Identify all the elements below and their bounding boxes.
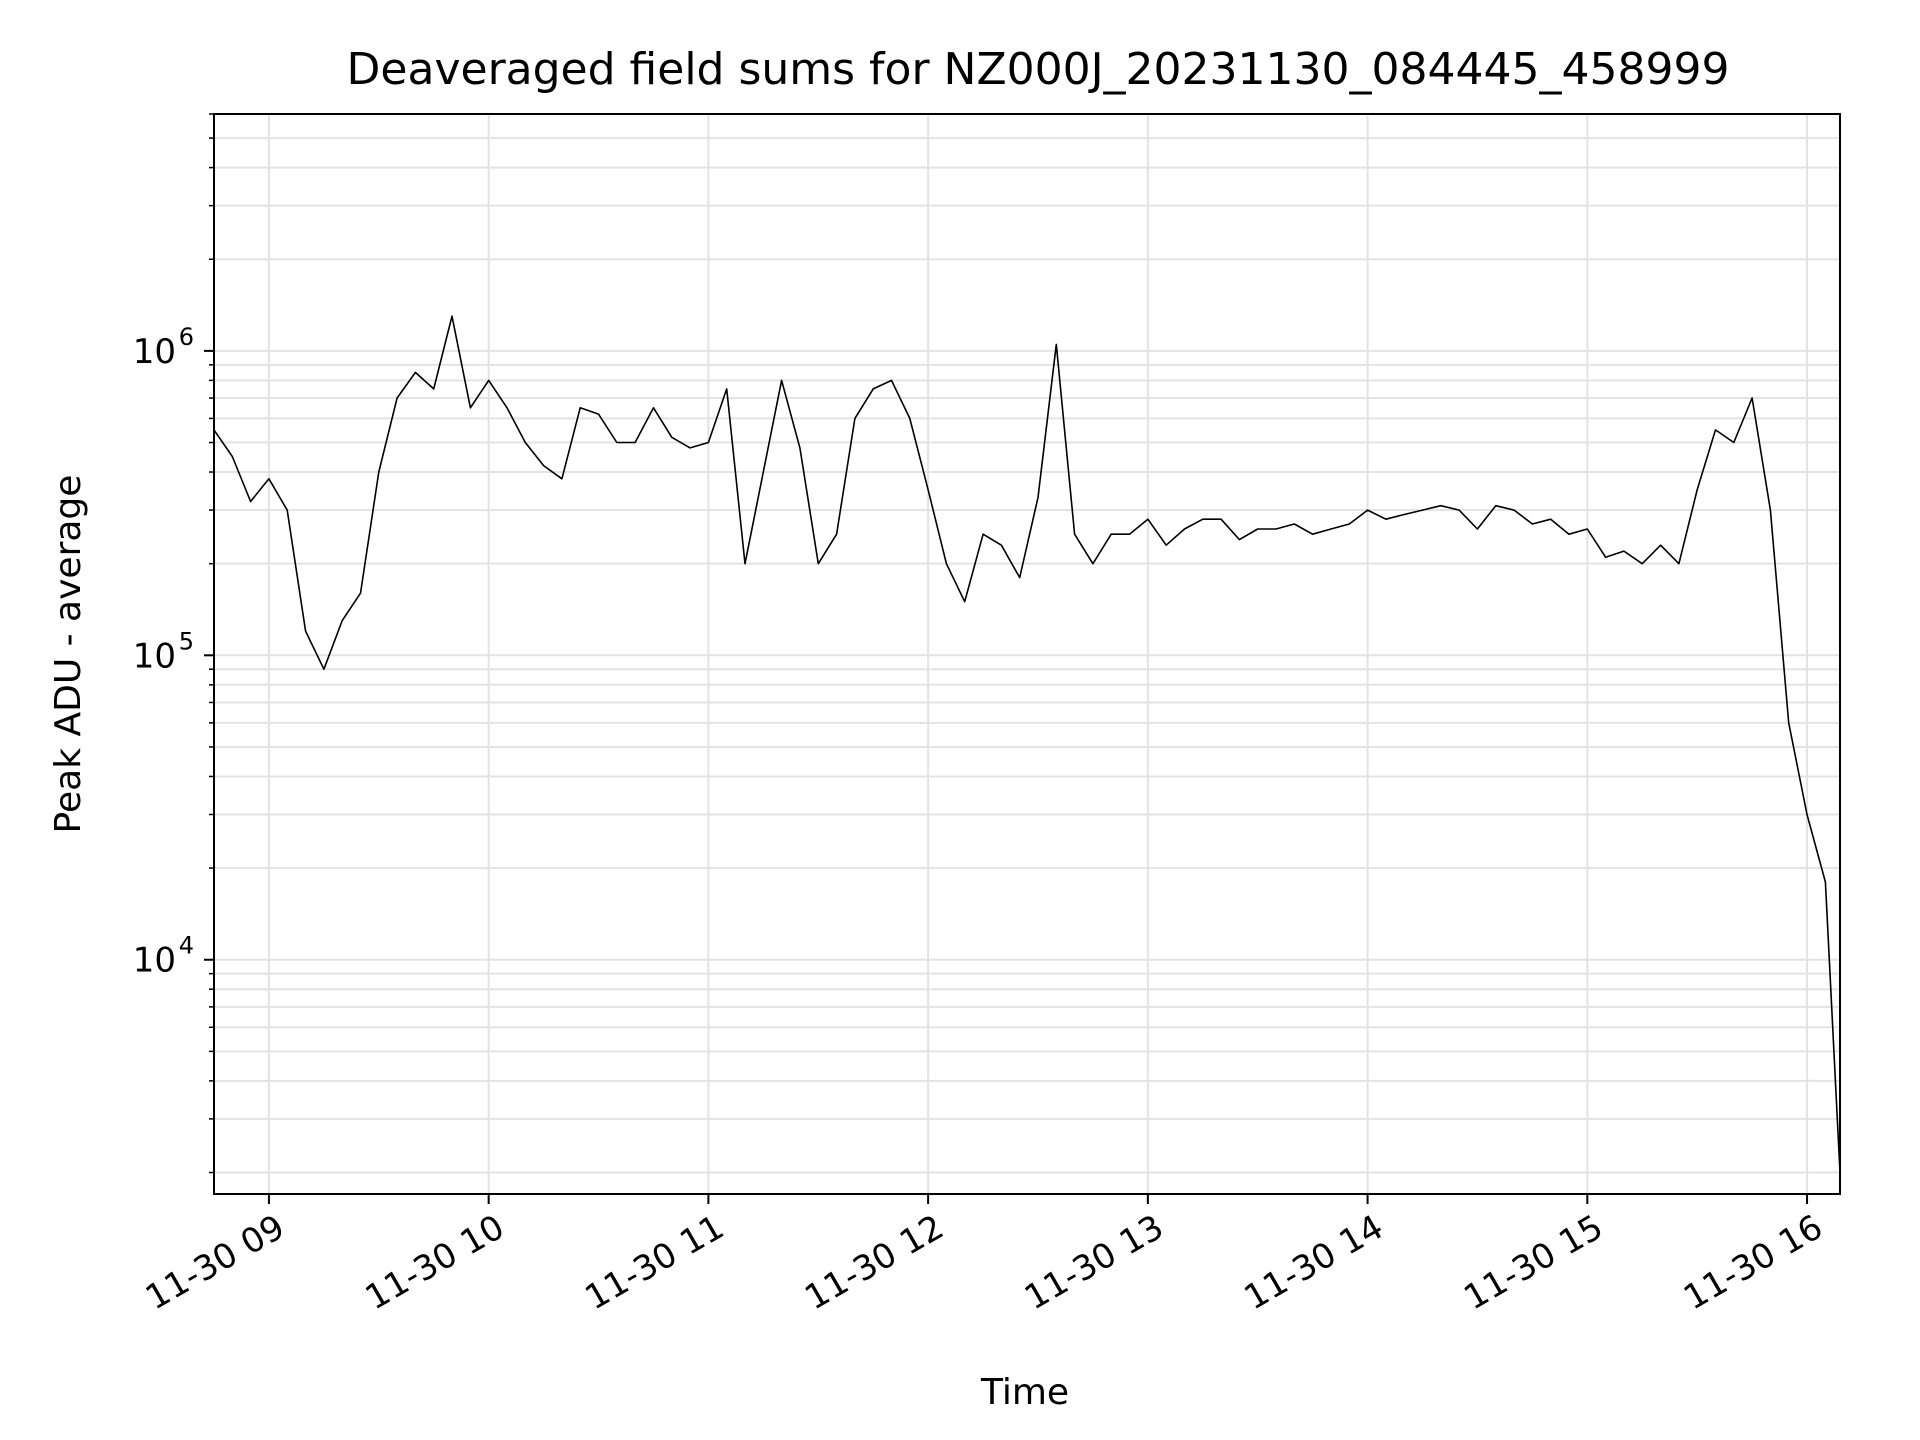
y-tick-exponent: 5 [179,627,194,655]
y-tick-label: 10 [133,636,176,676]
y-tick-label: 10 [133,332,176,372]
series-layer [213,315,1841,1173]
plot-frame [213,113,1841,1195]
y-axis-label: Peak ADU - average [48,475,89,834]
grid [214,113,1840,1194]
y-tick-exponent: 4 [179,932,194,960]
y-tick-exponent: 6 [179,323,194,351]
y-tick-label: 10 [133,941,176,981]
x-axis-label: Time [980,1372,1069,1413]
chart-title: Deaveraged field sums for NZ000J_2023113… [347,44,1730,95]
series-line [213,315,1841,1173]
